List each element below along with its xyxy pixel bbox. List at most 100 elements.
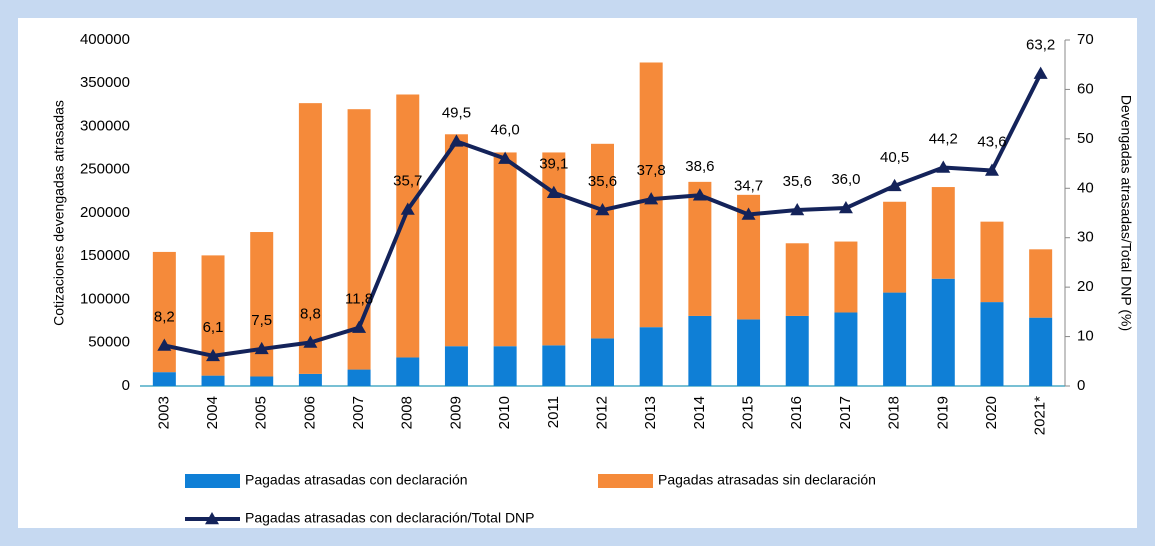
bar [152,251,176,373]
bar [883,292,907,386]
marker [546,185,561,198]
x-tick-label: 2017 [837,396,854,429]
x-tick-label: 2005 [253,396,270,429]
y-tick-label: 250000 [80,161,130,178]
data-label: 38,6 [685,158,714,175]
marker [449,134,464,147]
bar [931,187,955,279]
bar [980,221,1004,303]
y-tick-label: 100000 [80,290,130,307]
bar [201,375,225,386]
legend-marker [205,512,219,525]
bar [493,346,517,386]
bar [737,194,761,320]
bar [1029,249,1053,318]
x-tick-label: 2021* [1032,396,1049,435]
x-tick-label: 2010 [496,396,513,429]
data-label: 36,0 [831,171,860,188]
y2-tick-label: 30 [1077,229,1094,246]
y2-tick-label: 10 [1077,328,1094,345]
bar [298,103,322,374]
bar [980,302,1004,386]
data-label: 39,1 [539,156,568,173]
bar [347,109,371,370]
x-tick-label: 2004 [204,396,221,429]
bar [250,232,274,377]
legend-label: Pagadas atrasadas sin declaración [658,472,876,488]
marker [1033,66,1048,79]
marker [352,320,367,333]
bar [931,278,955,386]
marker [936,160,951,173]
marker [303,335,318,348]
data-label: 34,7 [734,177,763,194]
x-tick-label: 2019 [934,396,951,429]
bar [785,315,809,386]
x-tick-label: 2018 [886,396,903,429]
bar [688,181,712,316]
bar [591,143,614,339]
x-tick-label: 2003 [155,396,172,429]
bar [639,327,663,386]
data-label: 44,2 [929,130,958,147]
marker [254,341,269,355]
y2-tick-label: 60 [1077,80,1094,97]
data-label: 7,5 [251,312,272,329]
panel [18,18,1137,528]
x-tick-label: 2015 [740,396,757,429]
data-label: 49,5 [442,104,471,121]
bar [152,372,176,386]
x-tick-label: 2020 [983,396,1000,429]
marker [644,192,659,205]
bar [737,319,761,386]
bar [688,315,712,386]
marker [790,203,805,216]
data-label: 43,6 [977,133,1006,150]
bar [250,376,274,386]
bar [493,152,517,347]
data-label: 35,7 [393,173,422,190]
x-tick-label: 2008 [399,396,416,429]
legend-label: Pagadas atrasadas con declaración/Total … [245,510,535,526]
data-label: 6,1 [203,319,224,336]
data-label: 40,5 [880,149,909,166]
x-tick-label: 2011 [545,396,562,428]
y-axis-title: Cotizaciones devengadas atrasadas [51,100,67,326]
bar [396,94,420,358]
marker [741,207,756,220]
marker [157,338,172,351]
data-label: 46,0 [491,122,520,139]
y2-tick-label: 70 [1077,31,1094,48]
data-label: 35,6 [783,173,812,190]
data-label: 8,8 [300,305,321,322]
y-tick-label: 350000 [80,74,130,91]
bar [201,255,225,376]
bar [347,369,371,386]
bar [834,312,858,386]
x-tick-label: 2016 [788,396,805,429]
data-label: 35,6 [588,173,617,190]
marker [595,203,610,216]
data-label: 37,8 [637,162,666,179]
y-tick-label: 150000 [80,247,130,264]
bar [396,357,420,386]
bar [298,373,322,386]
x-tick-label: 2006 [301,396,318,429]
marker [887,178,902,192]
y-tick-label: 400000 [80,31,130,48]
y2-tick-label: 20 [1077,278,1094,295]
y-tick-label: 200000 [80,204,130,221]
x-tick-label: 2007 [350,396,367,429]
y2-tick-label: 0 [1077,377,1085,394]
bar [542,152,566,346]
bar [542,345,566,386]
bar [883,201,907,293]
x-tick-label: 2009 [447,396,464,429]
x-tick-label: 2013 [642,396,659,429]
marker [498,151,513,164]
marker [838,201,853,214]
bar [785,243,809,316]
x-tick-label: 2014 [691,396,708,429]
data-label: 63,2 [1026,37,1055,54]
y2-tick-label: 40 [1077,179,1094,196]
